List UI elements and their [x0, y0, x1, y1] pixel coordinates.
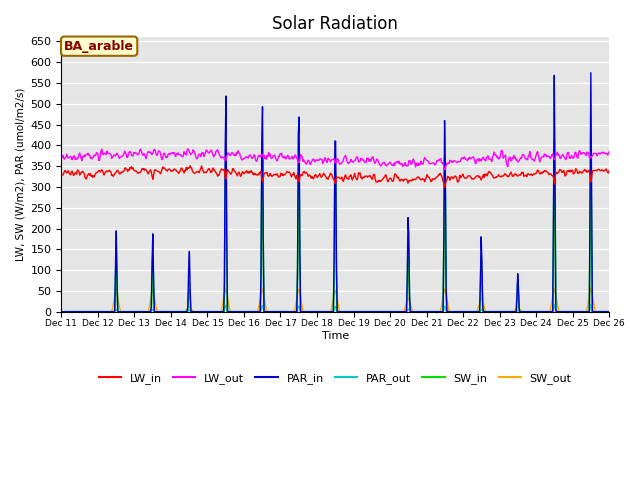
LW_out — [58, 154, 65, 160]
PAR_out — [179, 309, 187, 314]
SW_out — [124, 309, 131, 314]
LW_out — [179, 153, 187, 159]
Line: PAR_out: PAR_out — [61, 304, 609, 312]
LW_in — [441, 184, 449, 190]
SW_in — [605, 309, 613, 314]
SW_in — [402, 309, 410, 314]
SW_out — [209, 309, 216, 314]
LW_in — [419, 176, 426, 181]
SW_in — [179, 309, 187, 314]
PAR_out — [67, 309, 75, 314]
PAR_in — [124, 309, 131, 314]
LW_out — [184, 146, 192, 152]
LW_in — [124, 168, 131, 174]
LW_out — [442, 167, 449, 172]
LW_out — [605, 148, 613, 154]
SW_out — [179, 309, 187, 314]
SW_out — [605, 309, 613, 314]
PAR_in — [67, 309, 75, 314]
Line: LW_in: LW_in — [61, 166, 609, 187]
SW_out — [418, 309, 426, 314]
SW_in — [418, 309, 426, 314]
SW_in — [124, 309, 131, 314]
Line: LW_out: LW_out — [61, 149, 609, 169]
PAR_out — [124, 309, 131, 314]
LW_in — [58, 171, 65, 177]
LW_out — [403, 163, 410, 169]
PAR_in — [402, 309, 410, 314]
Line: SW_in: SW_in — [61, 140, 609, 312]
PAR_in — [58, 309, 65, 314]
LW_in — [179, 168, 187, 174]
SW_in — [67, 309, 75, 314]
SW_in — [209, 309, 216, 314]
Legend: LW_in, LW_out, PAR_in, PAR_out, SW_in, SW_out: LW_in, LW_out, PAR_in, PAR_out, SW_in, S… — [94, 369, 576, 388]
PAR_out — [209, 309, 216, 314]
PAR_in — [209, 309, 216, 314]
Y-axis label: LW, SW (W/m2), PAR (umol/m2/s): LW, SW (W/m2), PAR (umol/m2/s) — [15, 88, 25, 261]
SW_out — [67, 309, 75, 314]
PAR_out — [605, 309, 613, 314]
PAR_in — [605, 309, 613, 314]
Text: BA_arable: BA_arable — [64, 40, 134, 53]
X-axis label: Time: Time — [322, 331, 349, 341]
SW_out — [58, 309, 65, 314]
LW_in — [67, 169, 75, 175]
SW_in — [550, 137, 558, 143]
LW_out — [209, 152, 217, 158]
PAR_out — [58, 309, 65, 314]
SW_out — [587, 285, 595, 290]
PAR_out — [402, 309, 410, 314]
LW_in — [403, 176, 410, 182]
PAR_in — [418, 309, 426, 314]
LW_in — [186, 163, 194, 168]
SW_out — [402, 303, 410, 309]
PAR_out — [418, 309, 426, 314]
LW_out — [419, 161, 426, 167]
Line: PAR_in: PAR_in — [61, 73, 609, 312]
Title: Solar Radiation: Solar Radiation — [273, 15, 398, 33]
Line: SW_out: SW_out — [61, 288, 609, 312]
LW_out — [67, 155, 75, 161]
PAR_in — [587, 70, 595, 76]
PAR_out — [587, 301, 595, 307]
LW_out — [124, 154, 131, 160]
PAR_in — [179, 309, 187, 314]
LW_in — [605, 168, 613, 173]
SW_in — [58, 309, 65, 314]
LW_in — [209, 165, 217, 171]
